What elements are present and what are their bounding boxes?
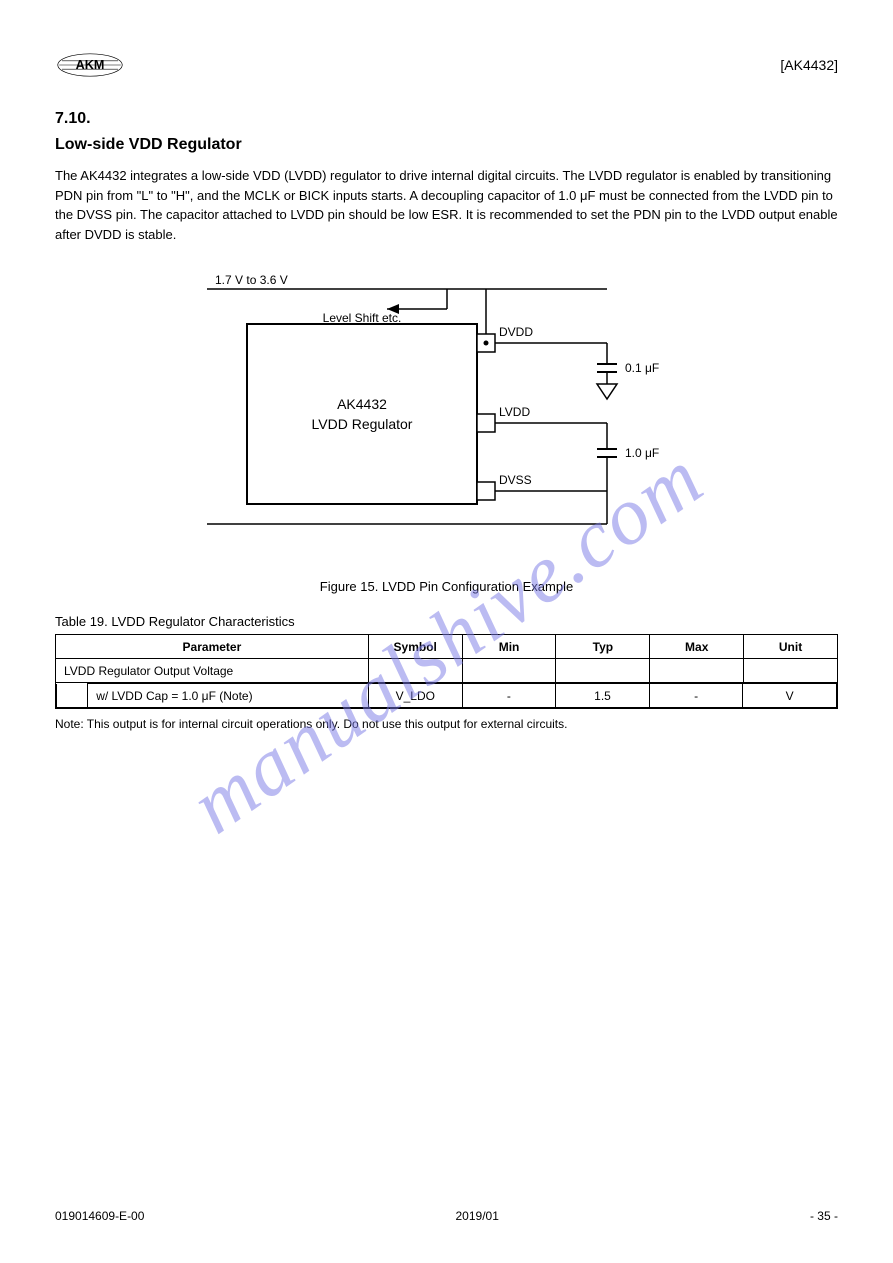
- footer-date: 2019/01: [456, 1209, 499, 1223]
- cell: [744, 659, 838, 683]
- cell: [556, 659, 650, 683]
- svg-text:1.0 μF: 1.0 μF: [625, 446, 659, 460]
- lvdd-diagram: 1.7 V to 3.6 V AK4432 LVDD Regulator Lev…: [187, 264, 707, 564]
- svg-text:AK4432: AK4432: [337, 396, 387, 412]
- figure-caption: Figure 15. LVDD Pin Configuration Exampl…: [55, 579, 838, 594]
- page-container: AKM [AK4432] 7.10. Low-side VDD Regulato…: [0, 0, 893, 1263]
- table-header-row: Parameter Symbol Min Typ Max Unit: [56, 635, 838, 659]
- section-body: The AK4432 integrates a low-side VDD (LV…: [55, 166, 838, 244]
- svg-text:LVDD: LVDD: [499, 405, 530, 419]
- col-unit: Unit: [744, 635, 838, 659]
- cell: [650, 659, 744, 683]
- svg-text:1.7 V to 3.6 V: 1.7 V to 3.6 V: [215, 273, 288, 287]
- section-title: Low-side VDD Regulator: [55, 136, 838, 154]
- cell-subparam: w/ LVDD Cap = 1.0 μF (Note): [88, 684, 369, 708]
- cell: [368, 659, 462, 683]
- page-header: AKM [AK4432]: [55, 50, 838, 80]
- specs-table: Parameter Symbol Min Typ Max Unit LVDD R…: [55, 634, 838, 709]
- page-footer: 019014609-E-00 2019/01 - 35 -: [55, 1209, 838, 1223]
- svg-text:LVDD Regulator: LVDD Regulator: [311, 416, 412, 432]
- table-subrow: w/ LVDD Cap = 1.0 μF (Note) V_LDO - 1.5 …: [56, 683, 838, 709]
- cell: 1.5: [556, 684, 650, 708]
- cell: [462, 659, 556, 683]
- col-parameter: Parameter: [56, 635, 369, 659]
- cell: V: [743, 684, 837, 708]
- footer-page: - 35 -: [810, 1209, 838, 1223]
- svg-text:0.1 μF: 0.1 μF: [625, 361, 659, 375]
- footer-ref: 019014609-E-00: [55, 1209, 144, 1223]
- cell: -: [649, 684, 743, 708]
- indent-cell: [57, 684, 88, 708]
- doc-id: [AK4432]: [780, 57, 838, 73]
- table-caption: Table 19. LVDD Regulator Characteristics: [55, 614, 838, 629]
- svg-text:AKM: AKM: [76, 58, 105, 72]
- svg-text:DVSS: DVSS: [499, 473, 532, 487]
- col-typ: Typ: [556, 635, 650, 659]
- svg-text:Level Shift etc.: Level Shift etc.: [322, 311, 401, 325]
- col-min: Min: [462, 635, 556, 659]
- cell: V_LDO: [369, 684, 463, 708]
- col-max: Max: [650, 635, 744, 659]
- section-number: 7.10.: [55, 110, 838, 128]
- col-symbol: Symbol: [368, 635, 462, 659]
- cell: -: [462, 684, 556, 708]
- diagram-svg: 1.7 V to 3.6 V AK4432 LVDD Regulator Lev…: [187, 264, 707, 564]
- svg-text:DVDD: DVDD: [499, 325, 533, 339]
- table-note: Note: This output is for internal circui…: [55, 717, 838, 731]
- table-row: LVDD Regulator Output Voltage: [56, 659, 838, 683]
- akm-logo: AKM: [55, 50, 125, 80]
- cell-parameter: LVDD Regulator Output Voltage: [56, 659, 369, 683]
